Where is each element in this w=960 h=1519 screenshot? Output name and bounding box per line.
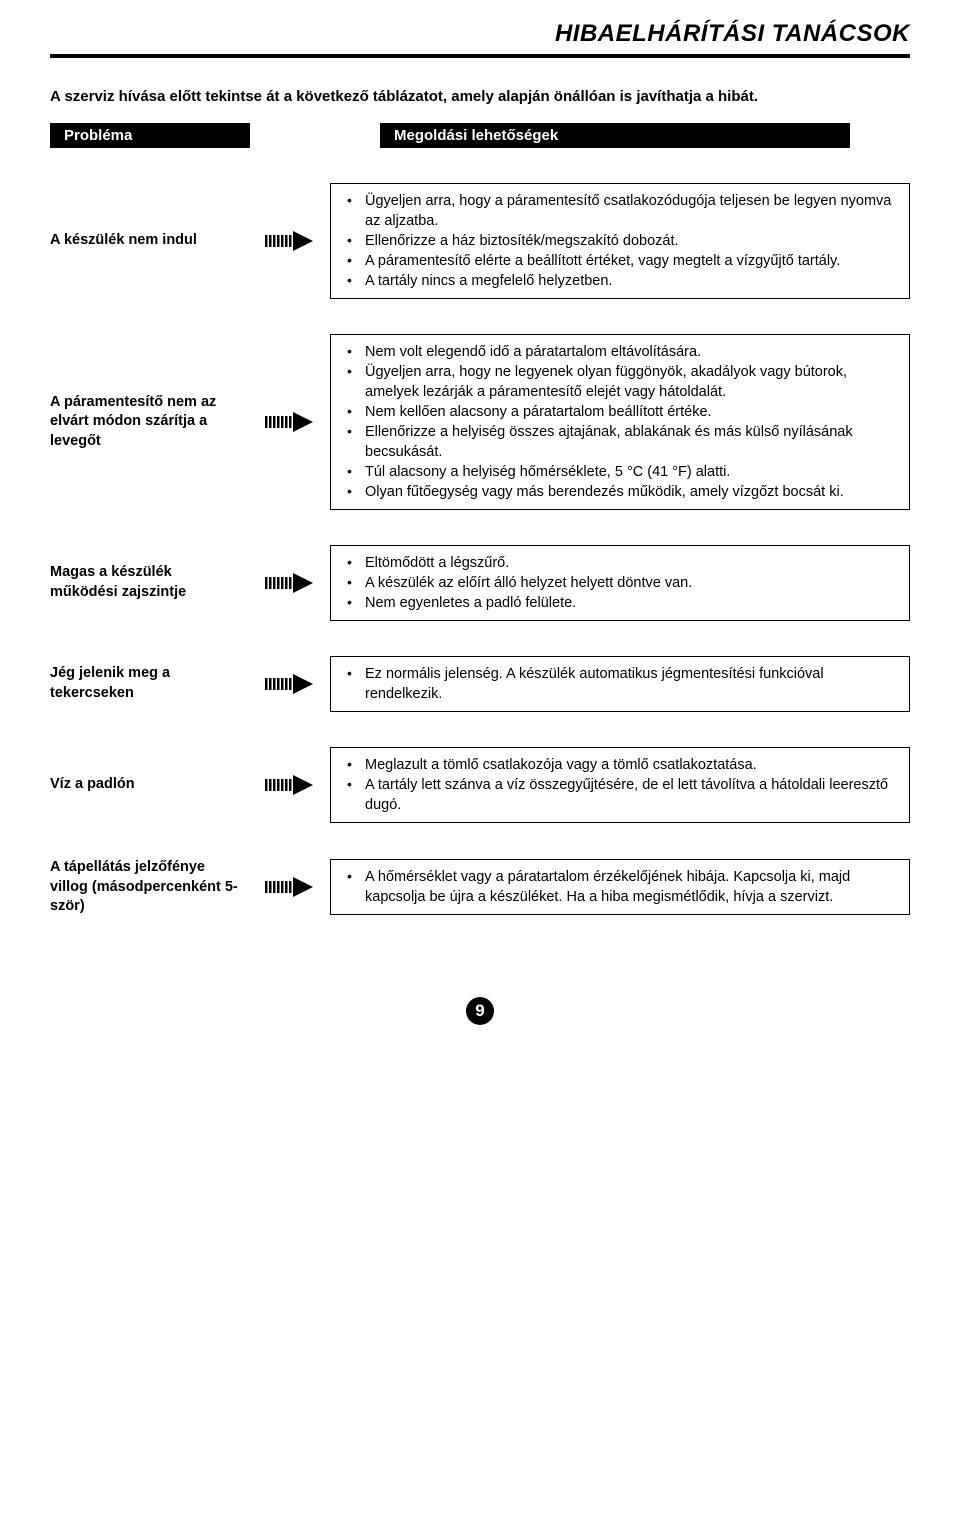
table-row: Jég jelenik meg a tekercseken Ez normáli… <box>50 656 910 712</box>
solution-item: Túl alacsony a helyiség hőmérséklete, 5 … <box>353 462 897 482</box>
page-title: HIBAELHÁRÍTÁSI TANÁCSOK <box>50 20 910 48</box>
solution-item: A tartály lett szánva a víz összegyűjtés… <box>353 775 897 815</box>
arrow-icon <box>265 412 315 432</box>
arrow-icon <box>265 877 315 897</box>
page-number-wrap: 9 <box>50 997 910 1025</box>
arrow-icon <box>265 674 315 694</box>
table-header-row: Probléma Megoldási lehetőségek <box>50 123 910 148</box>
solution-item: Nem egyenletes a padló felülete. <box>353 593 897 613</box>
arrow-cell <box>250 877 330 897</box>
page-number: 9 <box>466 997 494 1025</box>
table-row: A készülék nem indul Ügyeljen arra, hogy… <box>50 183 910 299</box>
solution-item: Ügyeljen arra, hogy a páramentesítő csat… <box>353 191 897 231</box>
arrow-cell <box>250 412 330 432</box>
solution-item: Meglazult a tömlő csatlakozója vagy a tö… <box>353 755 897 775</box>
problem-cell: Víz a padlón <box>50 775 250 795</box>
solution-item: Nem kellően alacsony a páratartalom beál… <box>353 402 897 422</box>
problem-cell: A tápellátás jelzőfénye villog (másodper… <box>50 858 250 917</box>
header-problem: Probléma <box>50 123 250 148</box>
solution-item: A hőmérséklet vagy a páratartalom érzéke… <box>353 867 897 907</box>
arrow-icon <box>265 573 315 593</box>
solution-cell: Ez normális jelenség. A készülék automat… <box>330 656 910 712</box>
table-row: A tápellátás jelzőfénye villog (másodper… <box>50 858 910 917</box>
intro-text: A szerviz hívása előtt tekintse át a köv… <box>50 88 910 105</box>
solution-item: Olyan fűtőegység vagy más berendezés műk… <box>353 482 897 502</box>
solution-item: A készülék az előírt álló helyzet helyet… <box>353 573 897 593</box>
solution-cell: Nem volt elegendő idő a páratartalom elt… <box>330 334 910 510</box>
table-row: Víz a padlón Meglazult a tömlő csatlakoz… <box>50 747 910 823</box>
solution-item: A páramentesítő elérte a beállított érté… <box>353 251 897 271</box>
table-row: Magas a készülék működési zajszintje Elt… <box>50 545 910 621</box>
solution-item: Eltömődött a légszűrő. <box>353 553 897 573</box>
solution-item: Ellenőrizze a helyiség összes ajtajának,… <box>353 422 897 462</box>
arrow-cell <box>250 573 330 593</box>
solution-cell: Meglazult a tömlő csatlakozója vagy a tö… <box>330 747 910 823</box>
arrow-cell <box>250 775 330 795</box>
problem-cell: A készülék nem indul <box>50 231 250 251</box>
solution-cell: Eltömődött a légszűrő.A készülék az előí… <box>330 545 910 621</box>
solution-cell: A hőmérséklet vagy a páratartalom érzéke… <box>330 859 910 915</box>
rows-container: A készülék nem indul Ügyeljen arra, hogy… <box>50 183 910 917</box>
solution-item: Ellenőrizze a ház biztosíték/megszakító … <box>353 231 897 251</box>
solution-item: Ügyeljen arra, hogy ne legyenek olyan fü… <box>353 362 897 402</box>
problem-cell: Magas a készülék működési zajszintje <box>50 563 250 602</box>
solution-item: Nem volt elegendő idő a páratartalom elt… <box>353 342 897 362</box>
problem-cell: Jég jelenik meg a tekercseken <box>50 664 250 703</box>
title-underline <box>50 54 910 58</box>
arrow-icon <box>265 775 315 795</box>
problem-cell: A páramentesítő nem az elvárt módon szár… <box>50 393 250 452</box>
header-solution: Megoldási lehetőségek <box>380 123 850 148</box>
table-row: A páramentesítő nem az elvárt módon szár… <box>50 334 910 510</box>
solution-item: A tartály nincs a megfelelő helyzetben. <box>353 271 897 291</box>
arrow-icon <box>265 231 315 251</box>
arrow-cell <box>250 231 330 251</box>
solution-cell: Ügyeljen arra, hogy a páramentesítő csat… <box>330 183 910 299</box>
arrow-cell <box>250 674 330 694</box>
solution-item: Ez normális jelenség. A készülék automat… <box>353 664 897 704</box>
